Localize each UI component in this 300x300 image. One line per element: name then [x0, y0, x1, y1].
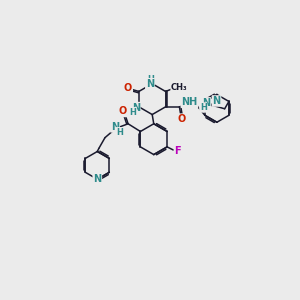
Text: O: O: [124, 83, 132, 93]
Text: O: O: [118, 106, 127, 116]
Text: N: N: [93, 174, 101, 184]
Text: N: N: [212, 96, 220, 106]
Text: N: N: [111, 122, 119, 132]
Text: H: H: [200, 103, 207, 112]
Text: O: O: [178, 114, 186, 124]
Text: H: H: [147, 75, 154, 84]
Text: H: H: [129, 108, 136, 117]
Text: N: N: [202, 98, 210, 108]
Text: NH: NH: [181, 97, 197, 107]
Text: F: F: [175, 146, 181, 156]
Text: N: N: [146, 79, 154, 89]
Text: N: N: [132, 103, 140, 112]
Text: H: H: [116, 128, 123, 137]
Text: CH₃: CH₃: [171, 83, 188, 92]
